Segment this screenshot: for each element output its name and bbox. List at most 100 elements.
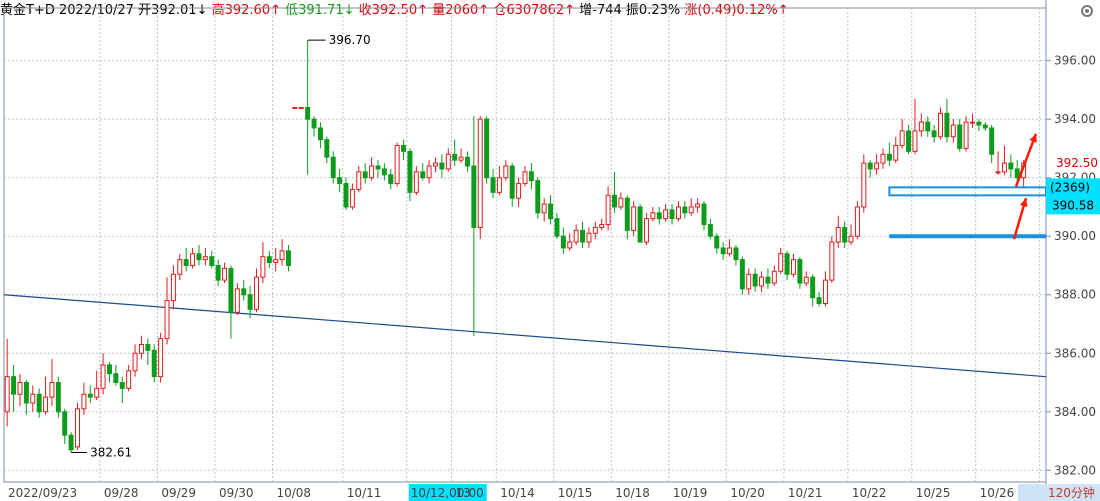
up-arrow-lower-head	[1019, 198, 1028, 208]
candle-body	[407, 150, 413, 193]
candle-body	[810, 276, 816, 299]
candle-body	[1008, 162, 1014, 170]
candle-body	[215, 264, 221, 281]
low-price: 低391.71↓	[285, 3, 355, 18]
candle-body	[944, 112, 950, 138]
candle-body	[11, 376, 17, 395]
candle-body	[963, 121, 969, 149]
candle-body	[292, 106, 298, 109]
volume: 量2060↑	[432, 3, 490, 18]
candle-body	[675, 206, 681, 220]
candle-body	[260, 256, 266, 278]
candle-body	[957, 124, 963, 149]
candle-body	[541, 203, 547, 214]
candle-body	[835, 226, 841, 243]
candle-body	[592, 226, 598, 234]
candle-body	[778, 253, 784, 272]
candle-body	[17, 382, 23, 395]
candle-body	[733, 247, 739, 261]
candle-body	[669, 209, 675, 220]
period-box	[1018, 484, 1100, 501]
candle-body	[899, 130, 905, 147]
interest-increase: 增-744	[579, 3, 622, 18]
candle-body	[138, 343, 144, 354]
x-tick-label: 10/11	[347, 486, 382, 500]
open-interest: 仓6307862↑	[493, 3, 576, 18]
candle-body	[202, 256, 208, 261]
candle-body	[228, 267, 234, 313]
candle-body	[254, 276, 259, 310]
candle-body	[567, 241, 573, 249]
y-tick-label: 388.00	[1054, 288, 1096, 302]
candles-layer	[4, 40, 1027, 453]
candle-body	[106, 364, 112, 375]
candle-body	[100, 364, 106, 389]
candle-body	[433, 162, 438, 167]
x-axis: 2022/09/23 09/28 09/29 09/30 10/08 10/11 10/12…	[8, 484, 1100, 501]
candle-body	[528, 171, 534, 182]
candle-body	[445, 153, 451, 170]
trendline	[3, 294, 1047, 378]
candle-body	[477, 118, 483, 228]
candle-body	[426, 165, 432, 179]
candle-body	[816, 297, 822, 305]
candle-body	[388, 174, 394, 185]
candle-body	[938, 112, 944, 138]
candle-body	[861, 162, 867, 208]
candle-body	[631, 206, 637, 231]
candle-body	[791, 259, 796, 275]
candle-body	[75, 408, 80, 448]
candle-body	[739, 259, 745, 290]
candle-body	[241, 288, 247, 296]
candle-body	[49, 382, 55, 398]
candle-body	[317, 127, 323, 141]
candle-body	[126, 370, 132, 389]
candle-body	[612, 194, 617, 208]
current-price-label: 392.50	[1056, 156, 1098, 170]
candle-body	[484, 118, 490, 179]
count-label: (2369)	[1050, 180, 1090, 194]
candle-body	[36, 393, 42, 413]
x-tick-label: 10/14	[500, 486, 535, 500]
x-tick-label: 10/21	[788, 486, 823, 500]
candle-body	[305, 106, 311, 120]
candle-body	[55, 382, 61, 413]
candle-body	[509, 165, 515, 199]
candle-body	[695, 203, 701, 208]
instrument-name: 黄金T+D	[0, 3, 55, 18]
up-arrow-upper-shaft	[1014, 133, 1038, 187]
settings-icon[interactable]	[1080, 4, 1094, 18]
candle-body	[503, 165, 509, 179]
candle-body	[30, 393, 36, 404]
up-arrow-upper-head	[1029, 133, 1037, 143]
candle-body	[797, 259, 803, 284]
candle-body	[867, 162, 873, 170]
candle-body	[912, 130, 918, 152]
candle-body	[119, 382, 125, 389]
candle-body	[989, 127, 995, 155]
y-axis: 396.00394.00392.00390.00388.00386.00384.…	[1046, 54, 1100, 477]
candle-body	[94, 387, 100, 398]
x-tick-label: 10/19	[673, 486, 708, 500]
candle-body	[618, 197, 624, 208]
candle-body	[490, 177, 496, 193]
period-label: 120分钟	[1048, 485, 1095, 500]
trendline-layer	[3, 294, 1047, 378]
candle-body	[362, 171, 368, 179]
y-tick-label: 390.00	[1054, 229, 1096, 243]
x-tick-label: 10/25	[916, 486, 951, 500]
candle-body	[1014, 168, 1020, 179]
candle-body	[765, 276, 771, 284]
candle-body	[234, 288, 240, 313]
candle-body	[752, 273, 758, 287]
candle-body	[554, 218, 560, 237]
candle-body	[471, 165, 477, 228]
candle-body	[401, 145, 407, 152]
candle-body	[337, 177, 343, 185]
candle-body	[190, 253, 196, 266]
candle-body	[970, 121, 975, 124]
candle-body	[62, 411, 68, 436]
candle-body	[420, 171, 426, 179]
candle-body	[394, 145, 400, 185]
